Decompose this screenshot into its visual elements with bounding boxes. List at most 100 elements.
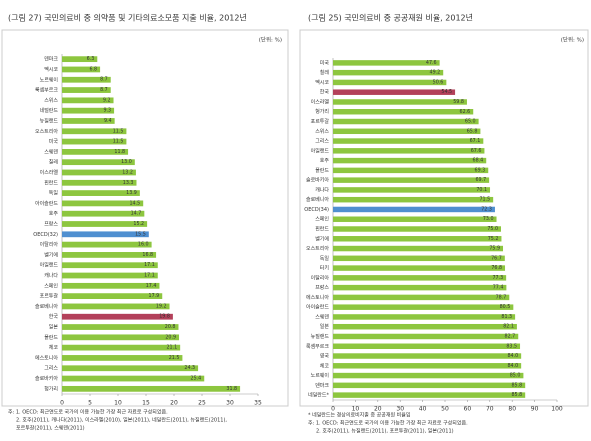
- value-label: 17.9: [149, 293, 160, 299]
- category-label: 슬로바키아: [306, 177, 329, 184]
- category-label: 캐나다: [315, 186, 329, 193]
- bar: [62, 231, 149, 238]
- bar: [62, 344, 181, 351]
- value-label: 11.5: [113, 139, 124, 145]
- unit-label: (단위: %): [561, 36, 584, 44]
- value-label: 8.7: [100, 77, 108, 83]
- bar: [333, 109, 474, 115]
- bar: [62, 179, 137, 186]
- category-label: 덴마크: [44, 56, 58, 63]
- bar: [333, 206, 495, 213]
- bar: [333, 392, 526, 398]
- bar: [333, 363, 522, 369]
- bar: [333, 304, 514, 310]
- x-tick-label: 5: [88, 400, 92, 407]
- bar: [333, 60, 440, 66]
- bar: [333, 382, 526, 389]
- x-tick-label: 25: [198, 400, 206, 407]
- category-label: 뉴질랜드: [40, 117, 59, 124]
- value-label: 20.8: [165, 324, 176, 330]
- bar: [62, 252, 157, 258]
- footnote: 주: 1. OECD: 최근연도로 국가의 이용 가능한 가장 최근 자료로 구…: [8, 409, 168, 416]
- category-label: 폴란드: [44, 334, 58, 341]
- category-label: 호주: [320, 158, 330, 164]
- value-label: 14.7: [131, 211, 142, 217]
- x-tick-label: 90: [531, 406, 539, 413]
- category-label: 오스트리아: [306, 245, 329, 252]
- value-label: 68.4: [473, 158, 484, 164]
- bar: [333, 187, 491, 193]
- x-tick-label: 35: [254, 400, 262, 407]
- x-tick-label: 20: [374, 406, 382, 413]
- category-label: 아일랜드: [40, 262, 59, 269]
- value-label: 85.8: [512, 382, 523, 388]
- value-label: 75.2: [488, 236, 499, 242]
- value-label: 9.3: [103, 108, 111, 114]
- bar: [333, 177, 490, 183]
- bar: [333, 343, 521, 349]
- value-label: 17.1: [144, 262, 155, 268]
- footnote: 주: 1. OECD: 최근연도로 국가의 이용 가능한 가장 최근 자료로 구…: [308, 420, 468, 427]
- category-label: 칠레: [49, 159, 59, 166]
- value-label: 21.5: [169, 355, 180, 361]
- bar: [62, 241, 152, 248]
- category-label: 헝가리: [315, 108, 329, 115]
- category-label: 아이슬란드: [35, 200, 58, 207]
- x-tick-label: 20: [170, 400, 178, 407]
- bar: [62, 313, 173, 320]
- bar: [62, 76, 111, 83]
- value-label: 9.2: [103, 97, 111, 103]
- x-tick-label: 60: [464, 406, 472, 413]
- value-label: 65.0: [465, 119, 476, 125]
- footnote: * 네덜란드는 경상의료비지출 중 공공재원 비율임: [308, 412, 410, 419]
- category-label: 슬로베니아: [35, 303, 58, 310]
- bar: [333, 226, 501, 232]
- unit-label: (단위: %): [259, 36, 282, 44]
- value-label: 21.1: [166, 345, 177, 351]
- value-label: 84.0: [507, 363, 518, 369]
- value-label: 31.8: [226, 386, 237, 392]
- value-label: 54.5: [441, 89, 452, 95]
- bar: [333, 236, 502, 242]
- bar: [62, 128, 127, 135]
- value-label: 13.9: [126, 190, 137, 196]
- footnote: 포르투갈(2011), 스웨덴(2011): [16, 425, 85, 432]
- value-label: 11.8: [114, 149, 125, 155]
- x-tick-label: 50: [441, 406, 449, 413]
- category-label: 이탈리아: [311, 274, 330, 281]
- value-label: 71.5: [479, 197, 490, 203]
- category-label: 노르웨이: [311, 372, 329, 379]
- category-label: 독일: [320, 255, 330, 262]
- footnote: 2. 호주(2011), 캐나다(2011), 이스라엘(2010), 일본(2…: [16, 417, 227, 424]
- bar: [333, 118, 479, 125]
- value-label: 70.1: [476, 187, 487, 193]
- value-label: 19.2: [156, 303, 167, 309]
- bar: [333, 167, 489, 174]
- bar: [62, 355, 183, 361]
- category-label: 뉴질랜드: [311, 333, 330, 340]
- category-label: 노르웨이: [40, 76, 58, 83]
- value-label: 19.8: [159, 314, 170, 320]
- bar: [62, 272, 158, 279]
- bar: [62, 293, 163, 300]
- category-label: 헝가리: [44, 385, 58, 392]
- bar: [333, 294, 510, 301]
- value-label: 69.3: [475, 167, 486, 173]
- footnote: 2. 호주(2011), 뉴질랜드(2011), 포르투갈(2011), 일본(…: [316, 428, 454, 435]
- bar: [333, 148, 485, 154]
- value-label: 25.4: [191, 376, 202, 382]
- value-label: 75.0: [487, 226, 498, 232]
- category-label: 칠레: [320, 69, 330, 76]
- bar: [333, 255, 505, 262]
- bar: [333, 265, 506, 271]
- value-label: 76.8: [491, 265, 502, 271]
- category-label: 영국: [320, 353, 330, 360]
- category-label: 스웨덴: [44, 148, 58, 155]
- value-label: 82.7: [505, 333, 516, 339]
- x-tick-label: 10: [352, 406, 360, 413]
- bar: [62, 159, 135, 166]
- bar: [333, 79, 447, 86]
- x-tick-label: 30: [226, 400, 234, 407]
- bar: [62, 221, 148, 227]
- value-label: 85.8: [512, 392, 523, 398]
